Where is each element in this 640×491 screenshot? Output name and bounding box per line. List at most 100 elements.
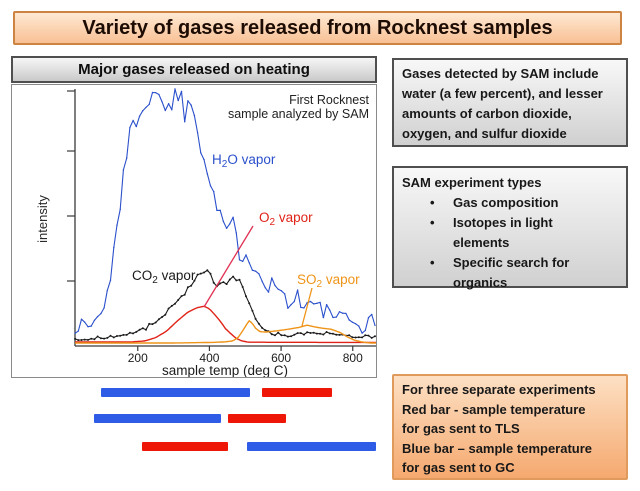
co2-marker-dot — [348, 334, 351, 337]
h2o-marker-dot — [158, 93, 160, 96]
h2o-marker-dot — [348, 319, 350, 321]
temp-range-bar-red — [142, 442, 229, 451]
co2-marker-dot — [161, 316, 164, 318]
list-item: • Isotopes in light elements — [402, 213, 618, 253]
h2o-marker-dot — [206, 173, 208, 175]
h2o-marker-dot — [364, 329, 366, 332]
h2o-marker-dot — [319, 301, 321, 304]
co2-marker-dot — [293, 333, 296, 336]
co2-marker-dot — [203, 271, 205, 274]
h2o-marker-dot — [200, 152, 202, 154]
h2o-marker-dot — [225, 227, 228, 229]
co2-marker-dot — [286, 335, 289, 338]
co2-marker-dot — [170, 304, 173, 307]
co2-label: CO2 vapor — [132, 268, 196, 286]
co2-marker-dot — [145, 328, 147, 331]
co2-marker-dot — [370, 336, 373, 339]
co2-marker-dot — [177, 299, 180, 301]
co2-marker-dot — [361, 336, 364, 339]
co2-marker-dot — [245, 295, 247, 298]
h2o-marker-dot — [371, 313, 373, 316]
co2-marker-dot — [364, 334, 367, 337]
co2-marker-dot — [183, 293, 186, 296]
co2-marker-dot — [128, 331, 131, 334]
h2o-marker-dot — [151, 91, 154, 94]
so2-curve — [75, 320, 376, 344]
co2-marker-dot — [164, 313, 167, 316]
h2o-marker-dot — [167, 103, 170, 105]
list-item: • Gas composition — [402, 193, 618, 213]
co2-marker-dot — [238, 278, 241, 281]
h2o-marker-dot — [190, 104, 192, 106]
h2o-marker-dot — [171, 109, 173, 111]
co2-marker-dot — [322, 333, 325, 336]
h2o-marker-dot — [284, 293, 286, 295]
h2o-marker-dot — [361, 332, 363, 334]
co2-marker-dot — [106, 336, 109, 339]
co2-marker-dot — [96, 335, 99, 338]
h2o-marker-dot — [342, 312, 344, 314]
o2-curve — [75, 305, 376, 344]
temp-range-bar-blue — [94, 414, 221, 423]
h2o-label: H2O vapor — [212, 152, 276, 170]
co2-marker-dot — [232, 275, 235, 278]
h2o-marker-dot — [222, 220, 225, 223]
h2o-marker-dot — [258, 273, 260, 275]
co2-marker-dot — [80, 339, 83, 341]
page-title: Variety of gases released from Rocknest … — [13, 11, 622, 45]
h2o-marker-dot — [84, 321, 86, 323]
co2-marker-dot — [325, 331, 328, 333]
x-axis-label: sample temp (deg C) — [162, 363, 288, 377]
so2-label: SO2 vapor — [297, 272, 360, 290]
chart-panel-header: Major gases released on heating — [11, 56, 377, 83]
h2o-marker-dot — [177, 99, 179, 102]
co2-marker-dot — [290, 335, 293, 338]
co2-marker-dot — [141, 327, 144, 330]
h2o-marker-dot — [203, 158, 205, 161]
h2o-marker-dot — [271, 277, 273, 279]
co2-marker-dot — [367, 334, 370, 337]
co2-marker-dot — [264, 329, 267, 332]
list-item: • Specific search for organics — [402, 253, 618, 293]
co2-marker-dot — [283, 334, 286, 337]
h2o-marker-dot — [145, 106, 147, 109]
co2-marker-dot — [154, 321, 157, 324]
chart-annotation: sample analyzed by SAM — [228, 107, 369, 121]
co2-marker-dot — [119, 334, 122, 337]
gases-detected-box: Gases detected by SAM include water (a f… — [392, 58, 628, 147]
co2-marker-dot — [167, 307, 170, 310]
co2-marker-dot — [222, 281, 225, 284]
h2o-marker-dot — [126, 157, 128, 159]
co2-marker-dot — [196, 273, 199, 276]
co2-marker-dot — [319, 332, 322, 335]
co2-marker-dot — [186, 286, 189, 289]
h2o-marker-dot — [251, 269, 254, 271]
experiment-types-list: • Gas composition • Isotopes in light el… — [402, 193, 618, 293]
h2o-marker-dot — [187, 100, 189, 102]
h2o-marker-dot — [245, 254, 247, 256]
co2-marker-dot — [312, 331, 315, 334]
h2o-marker-dot — [119, 208, 121, 211]
co2-marker-dot — [354, 336, 357, 339]
h2o-marker-dot — [87, 326, 89, 328]
co2-marker-dot — [280, 334, 283, 337]
bar-legend-box: For three separate experiments Red bar -… — [392, 374, 628, 480]
co2-marker-dot — [261, 326, 264, 329]
x-tick-label: 800 — [343, 351, 363, 365]
bar-legend-text: For three separate experiments — [402, 382, 596, 397]
bar-legend-text: for gas sent to TLS — [402, 421, 520, 436]
h2o-marker-dot — [174, 88, 176, 90]
h2o-marker-dot — [132, 119, 134, 122]
h2o-marker-dot — [77, 330, 80, 332]
co2-marker-dot — [109, 334, 112, 337]
gases-detected-text: oxygen, and sulfur dioxide — [402, 126, 567, 141]
h2o-markers — [74, 88, 376, 334]
h2o-marker-dot — [277, 288, 279, 290]
co2-marker-dot — [90, 337, 93, 340]
co2-marker-dot — [74, 337, 77, 340]
h2o-marker-dot — [184, 121, 186, 123]
h2o-marker-dot — [229, 223, 231, 225]
co2-marker-dot — [309, 332, 312, 334]
h2o-marker-dot — [296, 289, 299, 291]
